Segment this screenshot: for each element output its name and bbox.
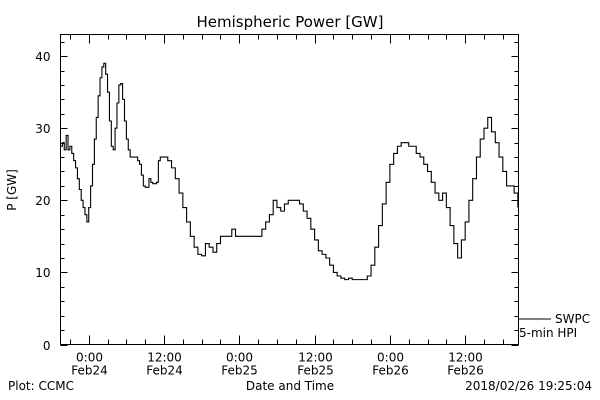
legend-entry-name: SWPC xyxy=(555,312,590,326)
y-tick-label: 30 xyxy=(35,122,50,136)
page-title: Hemispheric Power [GW] xyxy=(197,13,384,31)
y-tick-label: 40 xyxy=(35,50,50,64)
y-axis-tick-labels: 0 10 20 30 40 xyxy=(35,50,50,353)
x-tick-label-date: Feb24 xyxy=(71,364,108,378)
x-axis-tick-labels: 0:00Feb2412:00Feb240:00Feb2512:00Feb250:… xyxy=(71,351,484,378)
y-tick-label: 0 xyxy=(43,339,51,353)
footer-credit: Plot: CCMC xyxy=(8,379,74,393)
x-axis-title: Date and Time xyxy=(246,379,334,393)
x-tick-label-date: Feb25 xyxy=(297,364,334,378)
footer-timestamp: 2018/02/26 19:25:04 xyxy=(465,379,592,393)
x-tick-label-date: Feb26 xyxy=(447,364,484,378)
x-tick-label-time: 0:00 xyxy=(377,351,404,365)
x-tick-label-time: 12:00 xyxy=(147,351,182,365)
x-tick-label-date: Feb26 xyxy=(372,364,409,378)
legend: SWPC 5-min HPI xyxy=(519,312,590,340)
x-tick-label-time: 0:00 xyxy=(226,351,253,365)
plot-frame xyxy=(59,33,520,346)
x-tick-label-time: 12:00 xyxy=(298,351,333,365)
y-axis-title: P [GW] xyxy=(5,169,19,211)
y-tick-label: 20 xyxy=(35,194,50,208)
x-tick-label-time: 0:00 xyxy=(76,351,103,365)
x-tick-label-time: 12:00 xyxy=(448,351,483,365)
x-tick-label-date: Feb24 xyxy=(146,364,183,378)
legend-entry-sublabel: 5-min HPI xyxy=(519,326,577,340)
x-axis-ticks xyxy=(69,34,505,345)
y-tick-label: 10 xyxy=(35,266,50,280)
data-series-line-0 xyxy=(60,62,519,281)
x-tick-label-date: Feb25 xyxy=(221,364,258,378)
data-series-group xyxy=(60,62,519,281)
y-axis-ticks xyxy=(60,41,519,347)
